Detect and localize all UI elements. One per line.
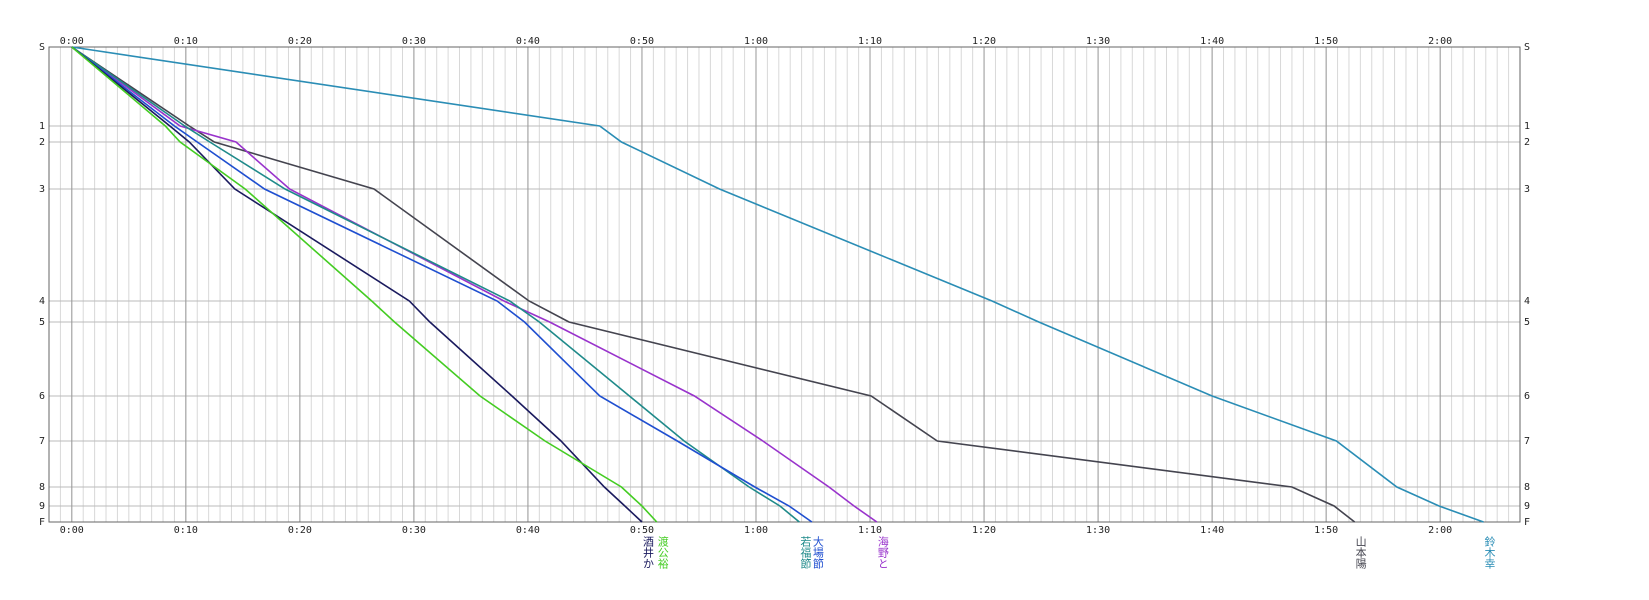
x-tick-label-top: 0:40 <box>516 36 540 47</box>
runner-name: 渡公裕 <box>656 535 669 570</box>
runner-line <box>71 46 878 523</box>
x-tick-label: 1:40 <box>1200 525 1224 536</box>
y-tick-label: 4 <box>39 296 45 307</box>
x-tick-label-top: 1:40 <box>1200 36 1224 47</box>
y-tick-label: 9 <box>39 501 45 512</box>
x-tick-label: 2:00 <box>1428 525 1452 536</box>
runner-line <box>71 46 800 523</box>
x-tick-label-top: 1:00 <box>744 36 768 47</box>
x-tick-label: 0:20 <box>288 525 312 536</box>
runner-line <box>71 46 658 523</box>
y-tick-label: 2 <box>39 137 45 148</box>
x-tick-label: 1:50 <box>1314 525 1338 536</box>
y-tick-label-right: 4 <box>1524 296 1530 307</box>
y-tick-label: 3 <box>39 184 45 195</box>
runner-name: 山本陽 <box>1354 536 1367 570</box>
plot-frame <box>48 46 1521 523</box>
x-tick-label-top: 1:30 <box>1086 36 1110 47</box>
runner-line <box>71 46 643 523</box>
runner-name: 大場節 <box>811 535 824 570</box>
x-tick-label: 1:10 <box>858 525 882 536</box>
x-tick-label: 0:10 <box>174 525 198 536</box>
y-tick-label: 8 <box>39 482 45 493</box>
x-tick-label-top: 1:50 <box>1314 36 1338 47</box>
x-tick-label: 0:30 <box>402 525 426 536</box>
y-tick-label-right: 2 <box>1524 137 1530 148</box>
runner-name: 海野と <box>876 535 889 569</box>
y-tick-label-right: 9 <box>1524 501 1530 512</box>
x-tick-label: 0:40 <box>516 525 540 536</box>
y-tick-label: S <box>39 42 45 53</box>
y-tick-label-right: F <box>1524 517 1530 528</box>
y-tick-label: F <box>39 517 45 528</box>
x-tick-label: 1:20 <box>972 525 996 536</box>
x-tick-label: 0:00 <box>60 525 84 536</box>
y-tick-label: 1 <box>39 121 45 132</box>
x-tick-label: 1:30 <box>1086 525 1110 536</box>
x-tick-label-top: 0:10 <box>174 36 198 47</box>
y-tick-label-right: 1 <box>1524 121 1530 132</box>
runner-name: 鈴木幸 <box>1483 535 1496 570</box>
y-tick-label-right: 7 <box>1524 436 1530 447</box>
runner-name: 酒井か <box>641 536 654 569</box>
x-tick-label: 0:50 <box>630 525 654 536</box>
runner-line <box>71 46 1484 523</box>
x-tick-label-top: 2:00 <box>1428 36 1452 47</box>
y-tick-label-right: 5 <box>1524 317 1530 328</box>
y-tick-label: 5 <box>39 317 45 328</box>
y-tick-label-right: 6 <box>1524 391 1530 402</box>
y-tick-label-right: 3 <box>1524 184 1530 195</box>
y-tick-label-right: 8 <box>1524 482 1530 493</box>
x-tick-label: 1:00 <box>744 525 768 536</box>
x-tick-label-top: 1:20 <box>972 36 996 47</box>
x-tick-label-top: 0:50 <box>630 36 654 47</box>
x-tick-label-top: 1:10 <box>858 36 882 47</box>
x-tick-label-top: 0:30 <box>402 36 426 47</box>
y-tick-label: 7 <box>39 436 45 447</box>
y-tick-label-right: S <box>1524 42 1530 53</box>
x-tick-label-top: 0:00 <box>60 36 84 47</box>
runner-name: 若福節 <box>799 536 812 570</box>
runner-line <box>71 46 813 523</box>
runner-line <box>71 46 1356 523</box>
x-tick-label-top: 0:20 <box>288 36 312 47</box>
y-tick-label: 6 <box>39 391 45 402</box>
